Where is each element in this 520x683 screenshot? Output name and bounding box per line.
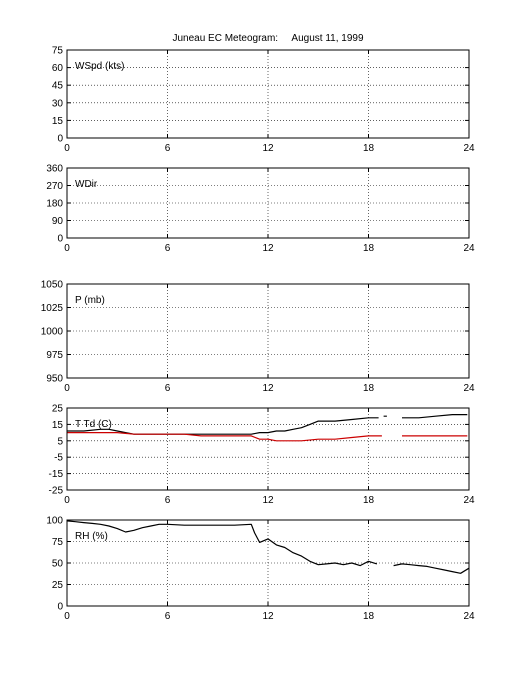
y-tick-label: 5	[57, 436, 63, 447]
y-tick-label: 0	[57, 134, 63, 145]
x-tick-label: 6	[165, 383, 171, 394]
y-tick-label: -5	[54, 453, 63, 464]
x-tick-label: 18	[363, 495, 375, 506]
x-tick-label: 12	[262, 143, 274, 154]
series-line-0	[67, 414, 468, 435]
panel-label: P (mb)	[75, 295, 105, 306]
y-tick-label: 975	[46, 350, 63, 361]
y-tick-label: 60	[52, 63, 64, 74]
y-tick-label: 50	[52, 559, 64, 570]
y-tick-label: 25	[52, 580, 64, 591]
x-tick-label: 12	[262, 611, 274, 622]
axes-frame	[66, 49, 470, 139]
x-tick-label: 0	[64, 495, 70, 506]
x-tick-label: 18	[363, 243, 375, 254]
y-tick-label: 100	[46, 516, 63, 527]
series-line-1	[67, 432, 468, 442]
panel-label: WSpd (kts)	[75, 61, 124, 72]
x-tick-label: 6	[165, 495, 171, 506]
chart-title: Juneau EC Meteogram: August 11, 1999	[172, 33, 364, 44]
panel-0: 0 6 12 18 24 0 15 30 45 60 75 WSpd (kts)	[52, 46, 475, 155]
y-tick-label: 90	[52, 216, 64, 227]
y-tick-label: -25	[49, 486, 64, 497]
x-tick-label: 24	[463, 495, 475, 506]
y-tick-label: 0	[57, 602, 63, 613]
y-tick-label: 360	[46, 164, 63, 175]
y-tick-label: 1025	[41, 303, 64, 314]
x-tick-label: 12	[262, 383, 274, 394]
y-tick-label: 75	[52, 537, 64, 548]
y-tick-label: 180	[46, 199, 63, 210]
x-tick-label: 0	[64, 243, 70, 254]
y-tick-label: 15	[52, 420, 64, 431]
panel-label: WDir	[75, 179, 98, 190]
panel-4: 0 6 12 18 24 0 25 50 75 100 RH (%)	[46, 516, 475, 623]
panel-3: 0 6 12 18 24 -25 -15 -5 5 15 25 T Td (C)	[49, 404, 475, 507]
x-tick-label: 18	[363, 143, 375, 154]
panel-1: 0 6 12 18 24 0 90 180 270 360 WDir	[46, 164, 475, 255]
x-tick-label: 6	[165, 143, 171, 154]
y-tick-label: 0	[57, 234, 63, 245]
x-tick-label: 18	[363, 611, 375, 622]
x-tick-label: 0	[64, 143, 70, 154]
panel-label: T Td (C)	[75, 419, 112, 430]
y-tick-label: 45	[52, 81, 64, 92]
x-tick-label: 18	[363, 383, 375, 394]
x-tick-label: 6	[165, 243, 171, 254]
panel-2: 0 6 12 18 24 950 975 1000 1025 1050 P (mb)	[41, 280, 475, 395]
x-tick-label: 12	[262, 243, 274, 254]
y-tick-label: 25	[52, 404, 64, 415]
x-tick-label: 24	[463, 143, 475, 154]
series-line-0	[66, 520, 470, 574]
y-tick-label: -15	[49, 469, 64, 480]
panel-label: RH (%)	[75, 531, 108, 542]
y-tick-label: 1050	[41, 280, 64, 291]
x-tick-label: 0	[64, 383, 70, 394]
x-tick-label: 12	[262, 495, 274, 506]
y-tick-label: 30	[52, 98, 64, 109]
y-tick-label: 950	[46, 374, 63, 385]
y-tick-label: 1000	[41, 327, 64, 338]
y-tick-label: 15	[52, 116, 64, 127]
x-tick-label: 6	[165, 611, 171, 622]
x-tick-label: 24	[463, 611, 475, 622]
y-tick-label: 270	[46, 181, 63, 192]
x-tick-label: 24	[463, 243, 475, 254]
x-tick-label: 0	[64, 611, 70, 622]
x-tick-label: 24	[463, 383, 475, 394]
y-tick-label: 75	[52, 46, 64, 57]
